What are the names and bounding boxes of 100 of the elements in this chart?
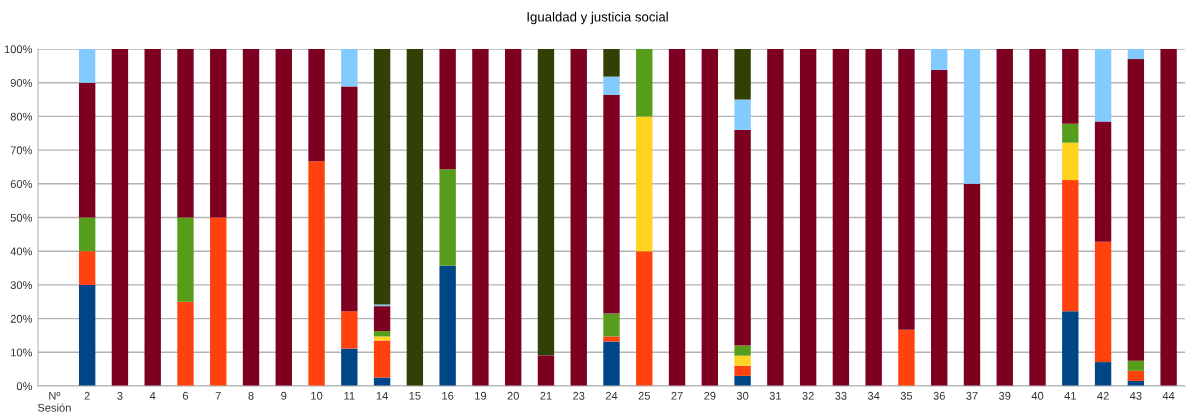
bar (1062, 180, 1079, 312)
bar (406, 49, 424, 386)
bar (373, 331, 391, 337)
bar (603, 49, 620, 77)
bar (734, 365, 751, 376)
bar (603, 76, 620, 95)
bar (931, 69, 948, 386)
bar (1062, 311, 1079, 386)
bar (603, 94, 620, 314)
bar (734, 129, 751, 346)
x-tick-label: 34 (867, 391, 880, 400)
x-tick-label: Nº Sesión (37, 391, 71, 412)
bar (636, 116, 653, 252)
x-tick-label: 10 (311, 391, 323, 400)
bar (78, 284, 96, 386)
bar (373, 336, 391, 341)
x-tick-label: 23 (573, 391, 585, 400)
x-tick-label: 3 (117, 391, 123, 400)
x-tick-label: 31 (769, 391, 781, 400)
bar (1094, 49, 1112, 122)
bar (78, 251, 96, 285)
bar (996, 49, 1013, 386)
bar (603, 313, 620, 337)
bar (1029, 49, 1046, 386)
bar (78, 217, 96, 252)
x-tick-label: 8 (248, 391, 254, 400)
bar (603, 336, 620, 342)
bar (1062, 49, 1079, 124)
x-tick-label: 9 (281, 391, 287, 400)
bar (734, 99, 751, 130)
x-tick-label: 41 (1064, 391, 1076, 400)
x-tick-label: 6 (182, 391, 189, 400)
bar (341, 49, 358, 87)
bar (898, 329, 915, 386)
bar (865, 49, 882, 386)
bar (177, 217, 194, 302)
x-tick-label: 42 (1097, 391, 1109, 400)
bar (373, 306, 391, 332)
bar (308, 49, 325, 162)
y-tick-label: 30% (10, 281, 33, 290)
bar (832, 49, 850, 386)
bar (111, 49, 129, 386)
y-tick-label: 0% (16, 382, 33, 391)
y-tick-label: 100% (4, 45, 33, 54)
bar (570, 49, 587, 386)
y-tick-label: 70% (10, 146, 33, 155)
x-tick-label: 21 (540, 391, 552, 400)
bar (1094, 241, 1112, 363)
bar (144, 49, 161, 386)
bar (701, 49, 719, 386)
bar (1094, 362, 1112, 386)
bar (78, 49, 96, 83)
bar (931, 49, 948, 70)
bar (963, 183, 981, 386)
x-tick-label: 2 (84, 391, 90, 400)
bar (341, 348, 358, 386)
bar (668, 49, 686, 386)
y-tick-label: 40% (10, 247, 33, 256)
bar (504, 49, 522, 386)
x-tick-label: 16 (442, 391, 454, 400)
bar (1062, 123, 1079, 143)
x-tick-label: 25 (638, 391, 650, 400)
bar (636, 251, 653, 386)
bar (439, 49, 456, 170)
bar (373, 340, 391, 378)
bar (734, 345, 751, 356)
bar (603, 341, 620, 386)
bar (636, 49, 653, 117)
x-tick-label: 30 (736, 391, 749, 400)
bar (242, 49, 260, 386)
bar (1127, 59, 1145, 361)
bar (210, 217, 227, 386)
bar (341, 311, 358, 349)
x-tick-label: 14 (376, 391, 388, 400)
bar (734, 49, 751, 100)
bar (734, 375, 751, 386)
bar (1160, 49, 1177, 386)
bar (537, 355, 555, 386)
y-tick-label: 80% (10, 112, 33, 121)
bar (472, 49, 489, 386)
x-tick-label: 36 (933, 391, 945, 400)
x-tick-label: 11 (344, 391, 355, 400)
x-tick-label: 35 (900, 391, 913, 400)
bar (177, 301, 194, 386)
bar (373, 49, 391, 305)
bar (177, 49, 194, 218)
bar (767, 49, 784, 386)
bar (537, 49, 555, 356)
x-tick-label: 7 (215, 391, 221, 400)
bar (799, 49, 817, 386)
x-tick-label: 33 (835, 391, 847, 400)
bar (963, 49, 981, 184)
bar (210, 49, 227, 218)
y-tick-label: 20% (10, 314, 33, 323)
x-tick-label: 4 (149, 391, 156, 400)
bar (1062, 142, 1079, 181)
x-tick-label: 39 (999, 391, 1011, 400)
x-tick-label: 40 (1031, 391, 1044, 400)
bar (1127, 360, 1145, 371)
x-tick-label: 43 (1129, 391, 1142, 400)
